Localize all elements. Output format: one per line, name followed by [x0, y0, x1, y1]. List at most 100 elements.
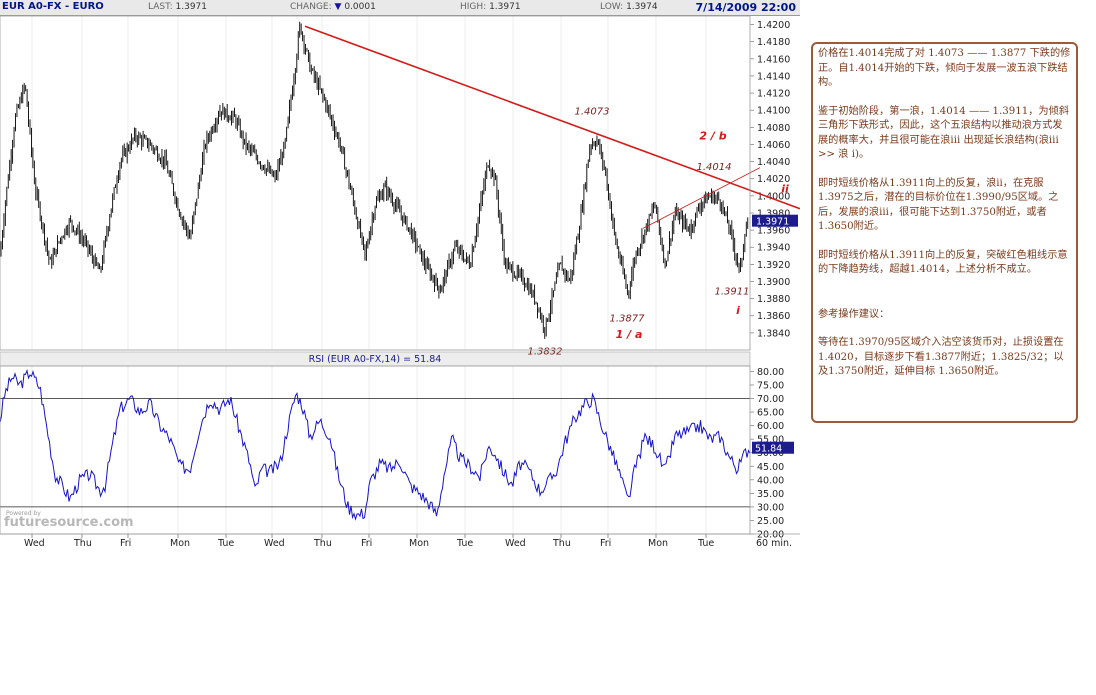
- price-tick-label: 1.3840: [757, 328, 790, 339]
- analysis-paragraph-1: 价格在1.4014完成了对 1.4073 —— 1.3877 下跌的修正。自1.…: [818, 48, 1071, 88]
- rsi-tick-label: 75.00: [757, 380, 784, 391]
- analysis-textbox: 价格在1.4014完成了对 1.4073 —— 1.3877 下跌的修正。自1.…: [811, 42, 1078, 423]
- price-tick-label: 1.3920: [757, 260, 790, 271]
- time-tick-label: Tue: [217, 538, 234, 549]
- change-label: CHANGE:: [290, 2, 332, 12]
- rsi-series: [0, 368, 751, 521]
- rsi-tick-label: 30.00: [757, 502, 784, 513]
- price-tick-label: 1.3960: [757, 226, 790, 237]
- price-tick-label: 1.3900: [757, 277, 790, 288]
- wave-annotation: i: [736, 304, 740, 317]
- time-tick-label: Tue: [456, 538, 473, 549]
- price-tick-label: 1.3940: [757, 243, 790, 254]
- time-tick-label: Mon: [170, 538, 190, 549]
- last-label: LAST:: [148, 2, 173, 12]
- last-quote: LAST: 1.3971: [148, 2, 207, 12]
- wave-annotation: 1.4073: [575, 106, 610, 117]
- time-tick-label: Mon: [409, 538, 429, 549]
- rsi-last-box: [752, 441, 794, 454]
- time-tick-label: Fri: [361, 538, 372, 549]
- wedge-upper-line: [642, 167, 761, 229]
- rsi-tick-label: 80.00: [757, 367, 784, 378]
- futuresource-watermark: Powered by futuresource.com: [4, 510, 134, 530]
- interval-label: 60 min.: [756, 538, 792, 549]
- time-tick-label: Fri: [600, 538, 611, 549]
- rsi-tick-label: 60.00: [757, 421, 784, 432]
- rsi-axis: 80.0075.0070.0065.0060.0055.0050.0045.00…: [750, 367, 794, 541]
- rsi-title: RSI (EUR A0-FX,14) = 51.84: [309, 354, 442, 365]
- price-tick-label: 1.4060: [757, 140, 790, 151]
- wave-annotation: ii: [781, 182, 789, 195]
- last-price-label: 1.3971: [756, 217, 789, 228]
- change-quote: CHANGE: ▼ 0.0001: [290, 2, 376, 12]
- price-axis: 1.4200 1.4180 1.4160 1.4140 1.4120 1.4100 1.40…: [750, 20, 798, 339]
- price-plot-frame: [0, 15, 751, 351]
- rsi-tick-label: 40.00: [757, 475, 784, 486]
- low-label: LOW:: [600, 2, 624, 12]
- price-tick-label: 1.4120: [757, 89, 790, 100]
- analysis-paragraph-3: 即时短线价格从1.3911向上的反复，浪ii，在克服 1.3975之后，潜在的目…: [818, 177, 1059, 233]
- time-tick-label: Thu: [552, 538, 571, 549]
- watermark-logo-text: futuresource.com: [4, 515, 134, 530]
- rsi-tick-label: 25.00: [757, 516, 784, 527]
- symbol-title: EUR A0-FX - EURO: [2, 1, 104, 12]
- high-value: 1.3971: [489, 2, 521, 12]
- price-tick-label: 1.4180: [757, 37, 790, 48]
- time-tick-label: Wed: [24, 538, 45, 549]
- last-value: 1.3971: [175, 2, 208, 12]
- rsi-title-bar: RSI (EUR A0-FX,14) = 51.84: [0, 351, 751, 367]
- time-tick-label: Wed: [264, 538, 285, 549]
- change-value: 0.0001: [344, 2, 376, 12]
- time-tick-label: Mon: [648, 538, 668, 549]
- price-tick-label: 1.3880: [757, 294, 790, 305]
- low-quote: LOW: 1.3974: [600, 2, 658, 12]
- rsi-tick-label: 65.00: [757, 408, 784, 419]
- high-quote: HIGH: 1.3971: [460, 2, 521, 12]
- time-axis: Wed Thu Fri Mon Tue Wed Thu Fri Mon Tue Wed Thu Fri M…: [24, 534, 792, 549]
- chart-panel: EUR A0-FX - EURO LAST: 1.3971 CHANGE: ▼ …: [0, 0, 800, 550]
- price-tick-label: 1.4000: [757, 191, 790, 202]
- rsi-tick-label: 35.00: [757, 489, 784, 500]
- price-tick-label: 1.4040: [757, 157, 790, 168]
- down-arrow-icon: ▼: [334, 2, 342, 12]
- main-downtrend-line: [304, 25, 800, 210]
- last-price-box: [752, 214, 798, 227]
- analysis-paragraph-2: 鉴于初始阶段，第一浪，1.4014 —— 1.3911，为倾斜三角形下跌形式，因…: [818, 105, 1069, 161]
- analysis-paragraph-6: 等待在1.3970/95区域介入沽空该货币对，止损设置在1.4020，目标逐步下…: [818, 337, 1064, 377]
- price-gridlines: [31, 16, 707, 534]
- rsi-plot-frame: [0, 365, 751, 535]
- chart-header: EUR A0-FX - EURO LAST: 1.3971 CHANGE: ▼ …: [0, 0, 800, 16]
- price-tick-label: 1.4100: [757, 106, 790, 117]
- chart-canvas: 1.42001.41801.41601.41401.41201.41001.40…: [0, 15, 800, 549]
- price-tick-label: 1.4020: [757, 174, 790, 185]
- price-tick-label: 1.4160: [757, 54, 790, 65]
- time-tick-label: Wed: [505, 538, 526, 549]
- price-tick-label: 1.3860: [757, 311, 790, 322]
- rsi-last-label: 51.84: [755, 444, 782, 455]
- wave-annotation: 1.4014: [697, 162, 732, 173]
- high-label: HIGH:: [460, 2, 487, 12]
- time-tick-label: Thu: [313, 538, 332, 549]
- wave-annotation: 1.3911: [715, 286, 750, 297]
- price-tick-label: 1.4200: [757, 20, 790, 31]
- price-tick-label: 1.4080: [757, 123, 790, 134]
- rsi-tick-label: 70.00: [757, 394, 784, 405]
- wave-annotation: 1 / a: [616, 328, 643, 341]
- wave-annotation: 1.3877: [610, 314, 646, 325]
- wave-annotation: 2 / b: [699, 129, 726, 142]
- price-tick-label: 1.3980: [757, 208, 790, 219]
- rsi-line: [0, 368, 751, 521]
- wave-annotations: 1.4073 2 / b 1.4014 ii 1.3911 i 1.3877 1 / a 1.3…: [528, 106, 789, 357]
- rsi-gridlines: [0, 398, 750, 508]
- rsi-tick-label: 55.00: [757, 435, 784, 446]
- time-tick-label: Fri: [120, 538, 131, 549]
- rsi-tick-label: 20.00: [757, 530, 784, 541]
- time-tick-label: Thu: [73, 538, 92, 549]
- analysis-paragraph-4: 即时短线价格从1.3911向上的反复，突破红色粗线示意的下降趋势线，超越1.40…: [818, 249, 1068, 276]
- time-tick-label: Tue: [697, 538, 714, 549]
- watermark-line1: Powered by: [6, 510, 41, 517]
- chart-datetime: 7/14/2009 22:00: [695, 1, 796, 14]
- low-value: 1.3974: [626, 2, 658, 12]
- rsi-tick-label: 45.00: [757, 462, 784, 473]
- wave-annotation: 1.3832: [528, 346, 563, 357]
